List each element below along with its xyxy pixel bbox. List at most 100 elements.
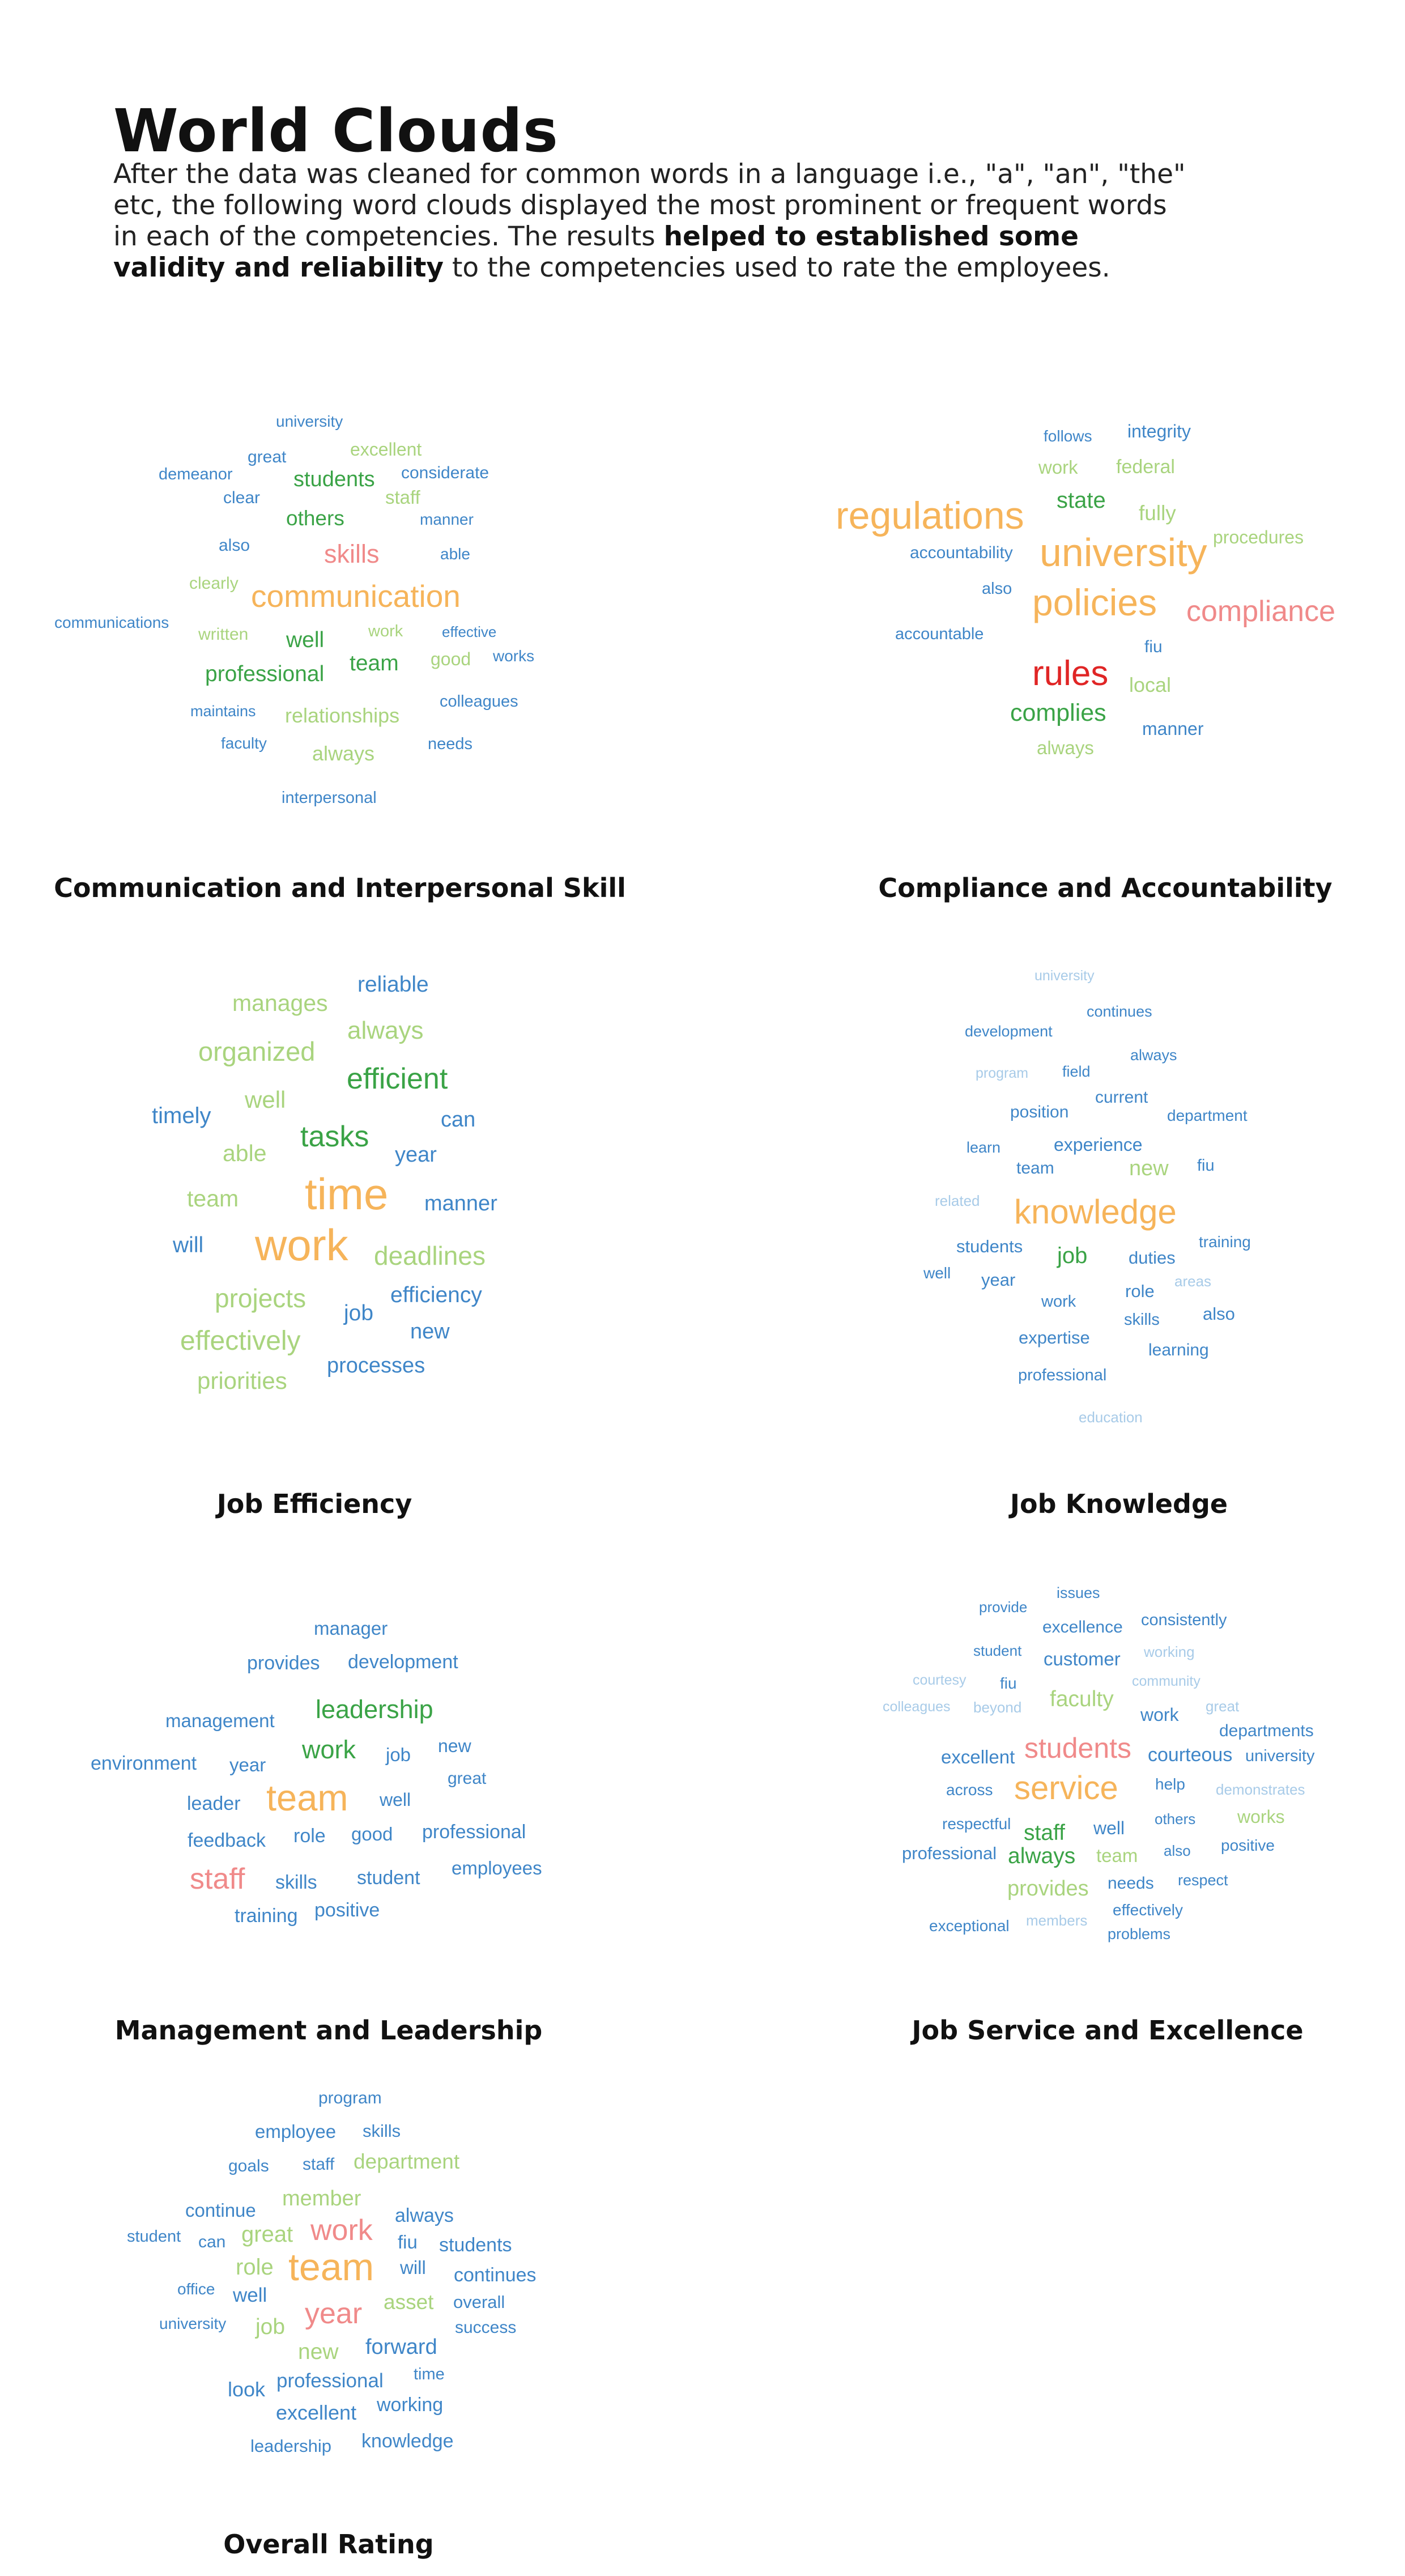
cloud-word: also <box>982 580 1012 598</box>
cloud-word: learn <box>967 1139 1001 1156</box>
cloud-word: federal <box>1116 456 1175 478</box>
cloud-word: look <box>228 2378 266 2401</box>
cloud-word: customer <box>1044 1648 1121 1669</box>
cloud-word: across <box>946 1781 993 1799</box>
cloud-word: faculty <box>221 734 267 752</box>
cloud-word: fiu <box>1000 1674 1017 1692</box>
intro-tail: to the competencies used to rate the emp… <box>444 252 1110 283</box>
cloud-word: forward <box>365 2335 437 2359</box>
cloud-word: communications <box>54 614 169 631</box>
cloud-word: excellent <box>276 2401 357 2424</box>
cloud-word: continue <box>185 2200 256 2221</box>
cloud-word: considerate <box>401 464 489 482</box>
cloud-word: always <box>312 742 375 765</box>
cloud-word: well <box>1093 1818 1125 1838</box>
cloud-word: colleagues <box>440 692 518 711</box>
cloud-word: regulations <box>836 494 1024 537</box>
cloud-word: team <box>187 1185 239 1212</box>
cloud-word: year <box>229 1754 266 1775</box>
cloud-word: work <box>302 1735 356 1764</box>
cloud-word: accountability <box>910 543 1013 562</box>
cloud-word: interpersonal <box>282 789 377 807</box>
cloud-word: demonstrates <box>1216 1781 1305 1798</box>
cloud-word: others <box>286 507 344 530</box>
cloud-word: expertise <box>1019 1328 1090 1347</box>
cloud-word: team <box>1096 1845 1138 1866</box>
cloud-word: working <box>1144 1643 1195 1660</box>
cloud-word: will <box>400 2257 426 2278</box>
cloud-word: professional <box>902 1843 997 1863</box>
cloud-word: student <box>357 1867 420 1889</box>
cloud-word: environment <box>91 1753 197 1774</box>
cloud-word: job <box>344 1301 374 1325</box>
cloud-word: staff <box>190 1863 245 1895</box>
cloud-word: staff <box>303 2155 335 2174</box>
cloud-word: knowledge <box>361 2430 454 2452</box>
cloud-word: program <box>976 1065 1029 1081</box>
cloud-word: priorities <box>197 1367 287 1394</box>
cloud-word: professional <box>276 2370 384 2392</box>
cloud-word: year <box>305 2297 363 2330</box>
cloud-word: great <box>448 1769 487 1788</box>
cloud-word: job <box>256 2315 286 2339</box>
cloud-word: community <box>1132 1673 1200 1689</box>
cloud-word: role <box>293 1825 326 1847</box>
cloud-word: works <box>1237 1806 1285 1827</box>
cloud-word: others <box>1155 1810 1196 1827</box>
cloud-word: excellent <box>941 1746 1015 1767</box>
cloud-word: team <box>350 651 399 675</box>
cloud-word: time <box>414 2365 445 2383</box>
cloud-word: effectively <box>1113 1901 1183 1919</box>
cloud-word: work <box>255 1220 348 1270</box>
cloud-word: local <box>1129 673 1172 696</box>
cloud-word: reliable <box>357 972 429 997</box>
cloud-word: respect <box>1178 1872 1228 1889</box>
cloud-word: goals <box>228 2157 269 2175</box>
intro-lead: After the data was cleaned for common wo… <box>113 159 1186 252</box>
cloud-word: always <box>1130 1047 1177 1064</box>
cloud-word: team <box>288 2246 374 2289</box>
cloud-word: courteous <box>1148 1744 1233 1766</box>
cloud-word: student <box>127 2228 181 2246</box>
cloud-word: continues <box>1087 1003 1152 1020</box>
cloud-word: also <box>1203 1304 1235 1324</box>
cloud-word: employee <box>255 2121 337 2142</box>
cloud-word: follows <box>1044 427 1092 445</box>
cloud-word: clearly <box>189 574 239 593</box>
cloud-word: provide <box>979 1599 1028 1616</box>
cloud-word: work <box>310 2214 373 2247</box>
cloud-word: areas <box>1174 1273 1212 1290</box>
cloud-word: clear <box>223 488 261 507</box>
cloud-word: professional <box>205 662 325 686</box>
cloud-word: needs <box>428 735 473 753</box>
cloud-word: skills <box>324 539 380 568</box>
cloud-word: new <box>298 2340 339 2364</box>
cloud-word: role <box>1125 1281 1155 1301</box>
cloud-word: continues <box>454 2264 537 2286</box>
cloud-word: knowledge <box>1014 1193 1177 1231</box>
cloud-word: field <box>1062 1063 1091 1080</box>
cloud-word: able <box>223 1140 267 1166</box>
cloud-word: departments <box>1219 1721 1314 1740</box>
cloud-word: policies <box>1032 581 1157 623</box>
cloud-word: also <box>219 536 250 555</box>
cloud-word: rules <box>1032 654 1109 693</box>
cloud-word: projects <box>215 1283 306 1313</box>
cloud-word: current <box>1095 1088 1148 1107</box>
cloud-word: good <box>351 1823 393 1844</box>
cloud-word: great <box>248 448 287 466</box>
cloud-word: tasks <box>300 1120 369 1153</box>
cloud-word: exceptional <box>929 1917 1010 1935</box>
cloud-word: department <box>354 2150 460 2173</box>
cloud-word: experience <box>1054 1134 1143 1155</box>
cloud-word: management <box>165 1710 275 1731</box>
cloud-word: university <box>1245 1747 1315 1765</box>
cloud-word: staff <box>385 487 420 508</box>
cloud-word: needs <box>1108 1874 1154 1893</box>
cloud-word: complies <box>1010 699 1106 726</box>
cloud-word: compliance <box>1186 595 1336 628</box>
cloud-word: job <box>1057 1243 1088 1268</box>
cloud-word: beyond <box>973 1699 1022 1716</box>
cloud-word: professional <box>422 1821 526 1843</box>
cloud-word: students <box>1024 1732 1132 1764</box>
